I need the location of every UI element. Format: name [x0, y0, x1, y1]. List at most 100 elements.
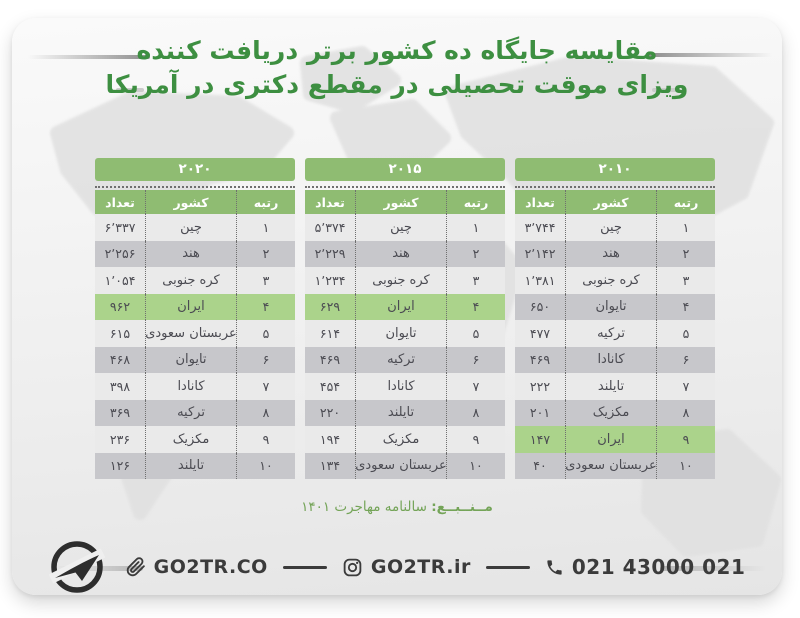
footer-dash-separator: [485, 565, 530, 569]
table-row: ۵ تایوان ۶۱۴: [305, 320, 505, 347]
rank-cell: ۲: [472, 246, 480, 262]
instagram-text: GO2TR.ir: [370, 556, 471, 578]
country-cell: تایوان: [145, 346, 237, 373]
title-decor-dash-left: [116, 88, 144, 92]
count-cell: ۱۹۴: [319, 431, 341, 447]
country-cell: عربستان سعودی: [565, 452, 657, 479]
go2tr-logo: [48, 541, 105, 593]
count-cell: ۲٬۲۵۶: [104, 246, 136, 262]
country-cell: تایوان: [355, 320, 447, 347]
year-header-2010: ۲۰۱۰: [515, 158, 715, 181]
country-cell: کانادا: [565, 346, 657, 373]
count-cell: ۹۶۲: [109, 299, 131, 315]
country-cell: هند: [565, 240, 657, 267]
country-cell: تایوان: [565, 293, 657, 320]
rank-cell: ۴: [682, 299, 690, 315]
table-row: ۶ تایوان ۴۶۸: [95, 346, 295, 373]
col-header-count: تعداد: [105, 194, 135, 210]
source-label: مــنــبــع:: [431, 499, 493, 515]
rank-cell: ۴: [262, 299, 270, 315]
year-header-2020: ۲۰۲۰: [95, 158, 295, 181]
rank-cell: ۱: [472, 219, 480, 235]
table-row: ۳ کره جنوبی ۱٬۳۸۱: [515, 267, 715, 294]
phone-text: 021 43000 021: [571, 555, 746, 579]
count-cell: ۶۵۰: [529, 299, 551, 315]
rank-cell: ۶: [682, 352, 690, 368]
table-row: ۸ ترکیه ۳۶۹: [95, 399, 295, 426]
count-cell: ۴۶۹: [319, 352, 341, 368]
count-cell: ۲۲۰: [319, 405, 341, 421]
col-header-country: کشور: [355, 190, 447, 214]
table-header-row: رتبه کشور تعداد: [95, 190, 295, 214]
count-cell: ۴۵۴: [319, 378, 341, 394]
count-cell: ۳۶۹: [109, 405, 131, 421]
country-cell: ایران: [355, 293, 447, 320]
year-header-2015: ۲۰۱۵: [305, 158, 505, 181]
rank-cell: ۸: [682, 405, 690, 421]
count-cell: ۶۱۵: [109, 325, 131, 341]
country-cell: چین: [355, 214, 447, 241]
count-cell: ۴۶۹: [529, 352, 551, 368]
table-row: ۴ تایوان ۶۵۰: [515, 293, 715, 320]
table-row: ۶ کانادا ۴۶۹: [515, 346, 715, 373]
country-cell: هند: [355, 240, 447, 267]
title-decor-dash-right: [652, 88, 680, 92]
count-cell: ۳٬۷۴۴: [524, 219, 556, 235]
table-row: ۵ عربستان سعودی ۶۱۵: [95, 320, 295, 347]
col-header-rank: رتبه: [463, 194, 489, 210]
table-row: ۷ تایلند ۲۲۲: [515, 373, 715, 400]
table-row: ۱ چین ۵٬۳۷۴: [305, 214, 505, 241]
title-decor-line-right: [648, 53, 772, 57]
rank-cell: ۹: [472, 431, 480, 447]
title-line-2: ویزای موقت تحصیلی در مقطع دکتری در آمریک…: [105, 70, 689, 99]
phone-icon: [545, 558, 564, 577]
table-row: ۳ کره جنوبی ۱٬۰۵۴: [95, 267, 295, 294]
website-link: GO2TR.CO: [126, 556, 268, 578]
col-header-count: تعداد: [525, 194, 555, 210]
count-cell: ۲٬۲۲۹: [314, 246, 346, 262]
poster-card: مقایسه جایگاه ده کشور برتر دریافت کننده …: [12, 18, 782, 595]
link-icon: [126, 557, 146, 577]
table-row: ۸ مکزیک ۲۰۱: [515, 399, 715, 426]
rank-cell: ۲: [262, 246, 270, 262]
count-cell: ۶٬۳۳۷: [104, 219, 136, 235]
rank-cell: ۸: [472, 405, 480, 421]
count-cell: ۱۲۶: [109, 458, 131, 474]
country-cell: کره جنوبی: [565, 267, 657, 294]
rank-cell: ۱۰: [679, 458, 693, 474]
country-cell: تایلند: [145, 452, 237, 479]
table-row: ۲ هند ۲٬۲۵۶: [95, 240, 295, 267]
table-body: رتبه کشور تعداد ۱ چین ۶٬۳۳۷ ۲ هند ۲٬۲۵۶ ۳ کره جنو…: [95, 186, 295, 479]
count-cell: ۲٬۱۴۲: [524, 246, 556, 262]
rank-cell: ۷: [472, 378, 480, 394]
count-cell: ۵٬۳۷۴: [314, 219, 346, 235]
count-cell: ۴۶۸: [109, 352, 131, 368]
count-cell: ۲۲۲: [529, 378, 551, 394]
count-cell: ۴۷۷: [529, 325, 551, 341]
count-cell: ۱٬۳۸۱: [524, 272, 556, 288]
table-row-iran-highlight: ۴ ایران ۶۲۹: [305, 293, 505, 320]
col-header-count: تعداد: [315, 194, 345, 210]
rank-cell: ۳: [262, 272, 270, 288]
country-cell: مکزیک: [565, 399, 657, 426]
table-row: ۳ کره جنوبی ۱٬۲۳۴: [305, 267, 505, 294]
table-row: ۱ چین ۳٬۷۴۴: [515, 214, 715, 241]
title-decor-line-left: [28, 55, 150, 59]
table-row: ۲ هند ۲٬۱۴۲: [515, 240, 715, 267]
table-row: ۱۰ عربستان سعودی ۱۳۴: [305, 452, 505, 479]
table-2015: ۲۰۱۵ رتبه کشور تعداد ۱ چین ۵٬۳۷۴ ۲ هند ۲٬۲۲۹ ۳ کر…: [305, 158, 505, 479]
rank-cell: ۵: [262, 325, 270, 341]
rank-cell: ۷: [682, 378, 690, 394]
country-cell: ترکیه: [355, 346, 447, 373]
rank-cell: ۹: [262, 431, 270, 447]
col-header-rank: رتبه: [253, 194, 279, 210]
country-cell: ترکیه: [145, 399, 237, 426]
rank-cell: ۴: [472, 299, 480, 315]
country-cell: تایلند: [565, 373, 657, 400]
rank-cell: ۱۰: [259, 458, 273, 474]
rank-cell: ۷: [262, 378, 270, 394]
rank-cell: ۳: [472, 272, 480, 288]
table-header-row: رتبه کشور تعداد: [305, 190, 505, 214]
instagram-icon: [342, 557, 363, 578]
rank-cell: ۱: [262, 219, 270, 235]
